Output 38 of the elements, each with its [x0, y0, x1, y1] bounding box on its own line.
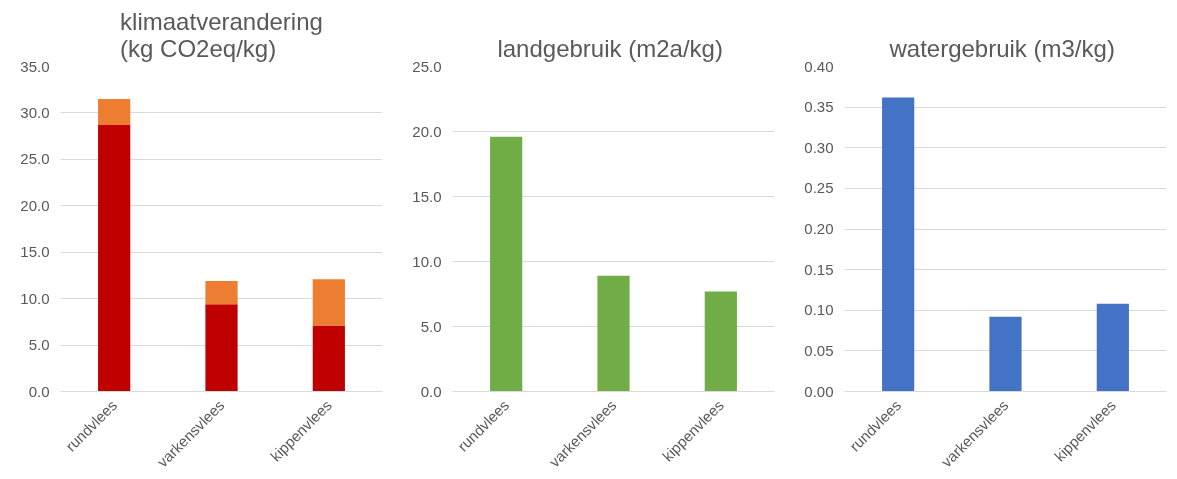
- y-tick-label: 0.30: [804, 138, 834, 156]
- y-tick-label: 10.0: [412, 252, 442, 270]
- bar: [98, 125, 131, 392]
- y-tick-label: 25.0: [412, 57, 442, 75]
- y-tick-label: 0.0: [420, 382, 442, 400]
- y-tick-label: 10.0: [20, 289, 50, 307]
- y-tick-label: 0.0: [28, 382, 50, 400]
- y-tick-label: 15.0: [20, 243, 50, 261]
- bar: [205, 281, 238, 305]
- bar: [989, 316, 1022, 392]
- bar: [704, 291, 737, 392]
- y-tick-label: 25.0: [20, 150, 50, 168]
- y-tick-label: 0.35: [804, 98, 834, 116]
- bar: [312, 325, 345, 392]
- y-tick-label: 20.0: [412, 122, 442, 140]
- y-tick-label: 20.0: [20, 196, 50, 214]
- bar: [205, 304, 238, 392]
- bar: [490, 136, 523, 392]
- y-tick-label: 0.10: [804, 301, 834, 319]
- chart-title: watergebruik (m3/kg): [888, 34, 1115, 62]
- bar: [98, 99, 131, 125]
- bar: [1096, 303, 1129, 392]
- bar: [882, 97, 915, 392]
- y-tick-label: 0.15: [804, 260, 834, 278]
- y-tick-label: 0.40: [804, 57, 834, 75]
- y-tick-label: 30.0: [20, 103, 50, 121]
- y-tick-label: 0.25: [804, 179, 834, 197]
- chart-title: landgebruik (m2a/kg): [497, 34, 723, 62]
- y-tick-label: 0.20: [804, 220, 834, 237]
- chart-title: klimaatverandering (kg CO2eq/kg): [120, 7, 323, 62]
- y-tick-label: 35.0: [20, 57, 50, 75]
- y-tick-label: 0.05: [804, 341, 834, 359]
- y-tick-label: 5.0: [28, 336, 50, 354]
- y-tick-label: 0.00: [804, 382, 834, 400]
- bar: [312, 279, 345, 326]
- y-tick-label: 15.0: [412, 187, 442, 205]
- y-tick-label: 5.0: [420, 317, 442, 335]
- bar: [597, 275, 630, 392]
